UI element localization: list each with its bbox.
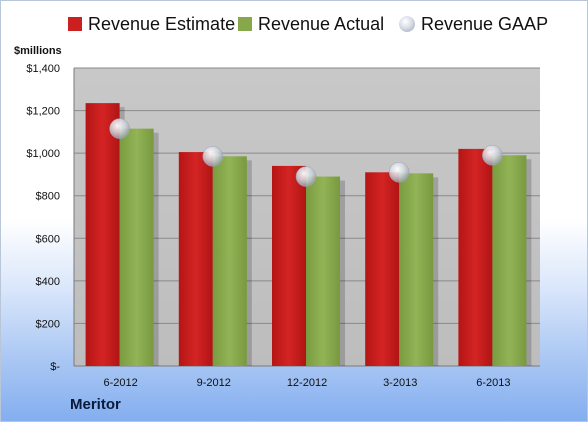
y-tick-label: $400 [36, 276, 60, 288]
y-tick-label: $1,200 [26, 106, 60, 118]
bar-revenue-estimate [85, 103, 120, 366]
y-tick-label: $1,400 [26, 63, 60, 75]
y-tick-label: $200 [36, 318, 60, 330]
bar-revenue-estimate [458, 148, 493, 366]
legend-item-actual: Revenue Actual [238, 10, 384, 38]
y-tick-label: $1,000 [26, 148, 60, 160]
point-revenue-gaap [388, 162, 410, 183]
bar-revenue-actual [306, 176, 340, 366]
point-revenue-gaap [202, 146, 224, 167]
legend: Revenue Estimate Revenue Actual Revenue … [0, 10, 588, 38]
bar-revenue-estimate [272, 165, 306, 366]
point-revenue-gaap [295, 166, 317, 187]
legend-label-actual: Revenue Actual [258, 13, 385, 34]
legend-label-estimate: Revenue Estimate [88, 13, 236, 34]
point-revenue-gaap [109, 118, 130, 139]
x-tick-label: 6-2013 [476, 377, 510, 389]
point-revenue-gaap [482, 145, 503, 166]
x-tick-label: 9-2012 [197, 377, 231, 389]
bar-revenue-estimate [365, 172, 400, 366]
bar-revenue-actual [399, 173, 434, 366]
y-tick-label: $- [50, 361, 60, 373]
legend-label-gaap: Revenue GAAP [421, 13, 549, 34]
legend-item-gaap: Revenue GAAP [399, 10, 548, 38]
bar-revenue-actual [492, 155, 527, 366]
legend-bubble-gaap [399, 16, 415, 32]
bar-revenue-estimate [178, 152, 213, 366]
company-name: Meritor [70, 396, 121, 413]
y-axis-title: $millions [14, 45, 62, 57]
bar-revenue-actual [119, 128, 154, 366]
bar-revenue-actual [212, 156, 247, 366]
legend-swatch-estimate [68, 17, 82, 31]
y-tick-label: $800 [36, 191, 60, 203]
x-tick-label: 6-2012 [103, 377, 137, 389]
y-tick-label: $600 [36, 233, 60, 245]
x-tick-label: 12-2012 [287, 377, 327, 389]
legend-swatch-actual [238, 17, 252, 31]
legend-item-estimate: Revenue Estimate [68, 10, 235, 38]
x-tick-label: 3-2013 [383, 377, 417, 389]
